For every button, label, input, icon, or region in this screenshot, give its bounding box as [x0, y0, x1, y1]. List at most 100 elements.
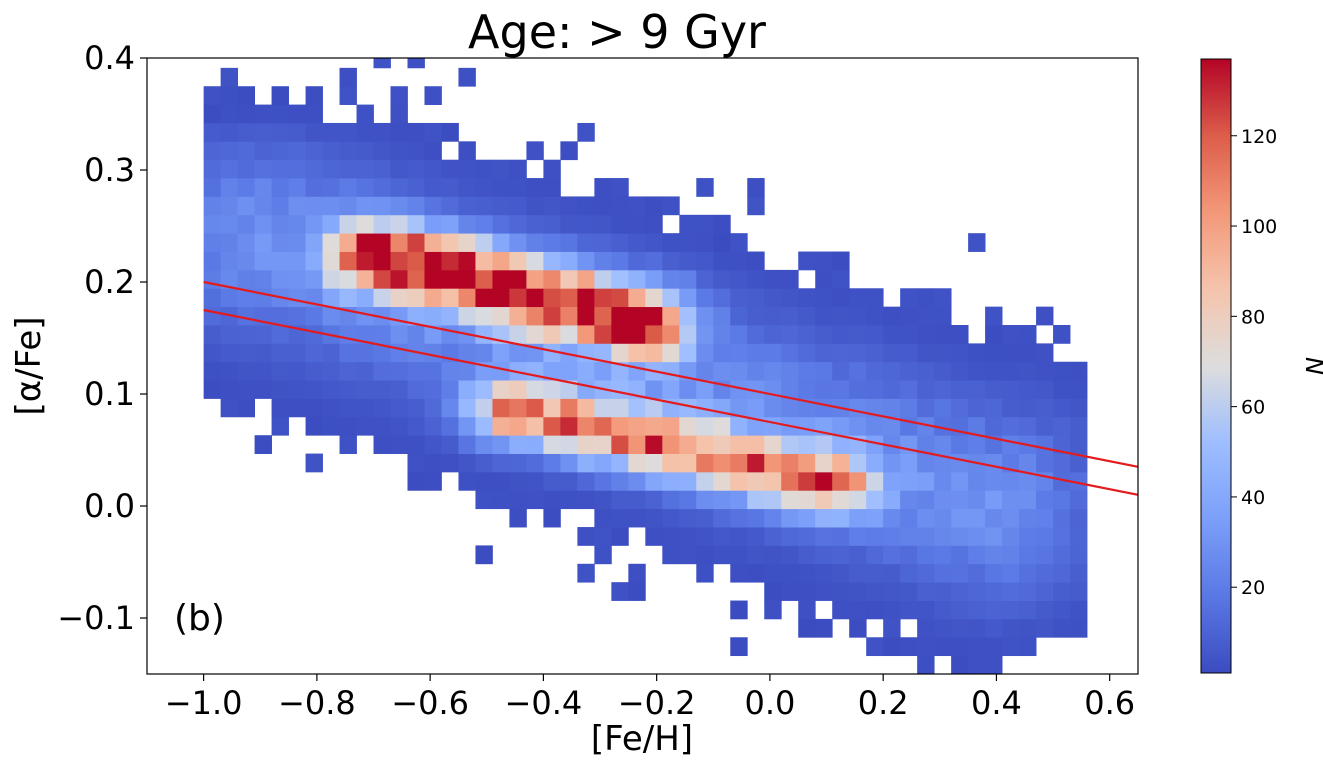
heatmap-cell — [866, 325, 884, 344]
heatmap-cell — [339, 233, 357, 252]
heatmap-cell — [441, 178, 459, 197]
heatmap-cell — [441, 214, 459, 234]
heatmap-cell — [407, 325, 425, 344]
heatmap-cell — [628, 416, 646, 436]
heatmap-cell — [781, 306, 799, 326]
heatmap-cell — [526, 380, 544, 399]
heatmap-cell — [492, 453, 510, 473]
heatmap-cell — [390, 343, 408, 363]
heatmap-cell — [934, 471, 952, 491]
heatmap-cell — [509, 306, 527, 326]
heatmap-cell — [900, 325, 918, 344]
heatmap-cell — [1053, 398, 1071, 418]
heatmap-cell — [407, 196, 425, 216]
heatmap-cell — [543, 508, 561, 528]
heatmap-cell — [1053, 416, 1071, 436]
heatmap-cell — [645, 196, 663, 216]
heatmap-cell — [764, 325, 782, 344]
heatmap-cell — [662, 453, 680, 473]
heatmap-cell — [951, 361, 969, 381]
heatmap-cell — [730, 490, 748, 510]
heatmap-cell — [662, 361, 680, 381]
heatmap-cell — [288, 196, 306, 216]
heatmap-cell — [543, 343, 561, 363]
dividing-line — [203, 280, 1139, 468]
heatmap-cell — [475, 159, 493, 179]
heatmap-cell — [662, 288, 680, 308]
dividing-lines — [203, 280, 1139, 496]
heatmap-cell — [509, 196, 527, 216]
heatmap-cell — [1053, 600, 1071, 620]
heatmap-cell — [764, 416, 782, 436]
heatmap-cell — [424, 325, 442, 344]
heatmap-cell — [917, 398, 935, 418]
heatmap-cell — [628, 361, 646, 381]
heatmap-cell — [1053, 471, 1071, 491]
heatmap-cell — [356, 251, 374, 271]
heatmap-cell — [407, 122, 425, 142]
heatmap-cell — [237, 214, 255, 234]
heatmap-cell — [1036, 490, 1054, 510]
heatmap-cell — [271, 178, 289, 197]
heatmap-cell — [526, 288, 544, 308]
heatmap-cell — [679, 435, 697, 454]
heatmap-cell — [577, 453, 595, 473]
heatmap-cell — [475, 343, 493, 363]
heatmap-cell — [458, 306, 476, 326]
heatmap-cell — [883, 490, 901, 510]
heatmap-cell — [985, 380, 1003, 399]
heatmap-cell — [254, 159, 272, 179]
heatmap-cell — [713, 471, 731, 491]
heatmap-cell — [373, 380, 391, 399]
heatmap-cell — [390, 325, 408, 344]
heatmap-cell — [1036, 435, 1054, 454]
y-tick-label: 0.0 — [84, 487, 135, 525]
heatmap-cell — [458, 141, 476, 161]
heatmap-cell — [441, 122, 459, 142]
heatmap-cell — [764, 527, 782, 546]
heatmap-cell — [985, 655, 1003, 675]
heatmap-cell — [696, 508, 714, 528]
heatmap-cell — [662, 380, 680, 399]
heatmap-cell — [458, 269, 476, 289]
heatmap-cell — [696, 545, 714, 565]
heatmap-cell — [492, 306, 510, 326]
heatmap-cell — [985, 618, 1003, 638]
heatmap-cell — [951, 563, 969, 583]
heatmap-cell — [968, 471, 986, 491]
heatmap-cell — [696, 306, 714, 326]
heatmap-cell — [866, 600, 884, 620]
heatmap-cell — [900, 398, 918, 418]
heatmap-cell — [611, 380, 629, 399]
heatmap-cell — [220, 104, 239, 124]
heatmap-cell — [985, 490, 1003, 510]
heatmap-cell — [305, 86, 323, 105]
heatmap-cell — [866, 361, 884, 381]
heatmap-cell — [288, 398, 306, 418]
heatmap-cell — [849, 471, 867, 491]
heatmap-cell — [322, 251, 340, 271]
heatmap-cell — [577, 361, 595, 381]
heatmap-cell — [985, 325, 1003, 344]
heatmap-cell — [968, 508, 986, 528]
colorbar-tick-label: 40 — [1241, 487, 1265, 509]
heatmap-cell — [237, 104, 255, 124]
heatmap-cell — [458, 453, 476, 473]
heatmap-cell — [203, 380, 222, 399]
heatmap-cell — [594, 214, 612, 234]
heatmap-cell — [781, 398, 799, 418]
heatmap-cell — [730, 471, 748, 491]
heatmap-cell — [543, 361, 561, 381]
heatmap-cell — [577, 233, 595, 252]
heatmap-cell — [968, 416, 986, 436]
heatmap-cell — [458, 380, 476, 399]
heatmap-cell — [866, 343, 884, 363]
heatmap-cell — [730, 251, 748, 271]
heatmap-cell — [1019, 508, 1037, 528]
heatmap-cell — [441, 251, 459, 271]
colorbar-tick-label: 100 — [1241, 216, 1277, 238]
heatmap-cell — [288, 343, 306, 363]
heatmap-cell — [424, 178, 442, 197]
heatmap-cell — [373, 141, 391, 161]
heatmap-cell — [237, 233, 255, 252]
